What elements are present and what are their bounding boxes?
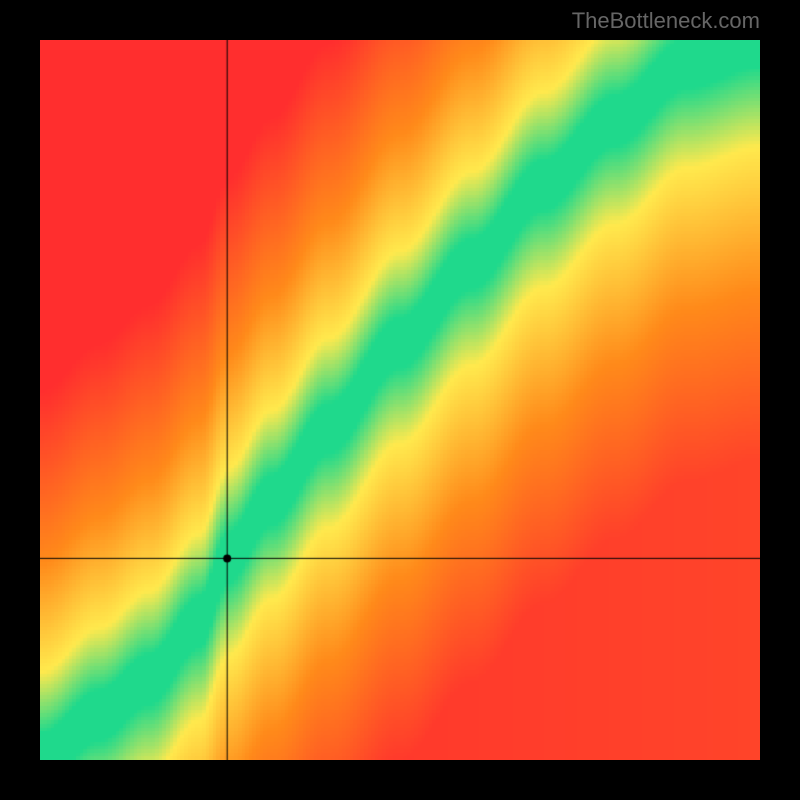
heatmap-canvas xyxy=(40,40,760,760)
heatmap-plot xyxy=(40,40,760,760)
root-container: TheBottleneck.com xyxy=(0,0,800,800)
watermark-text: TheBottleneck.com xyxy=(572,8,760,34)
